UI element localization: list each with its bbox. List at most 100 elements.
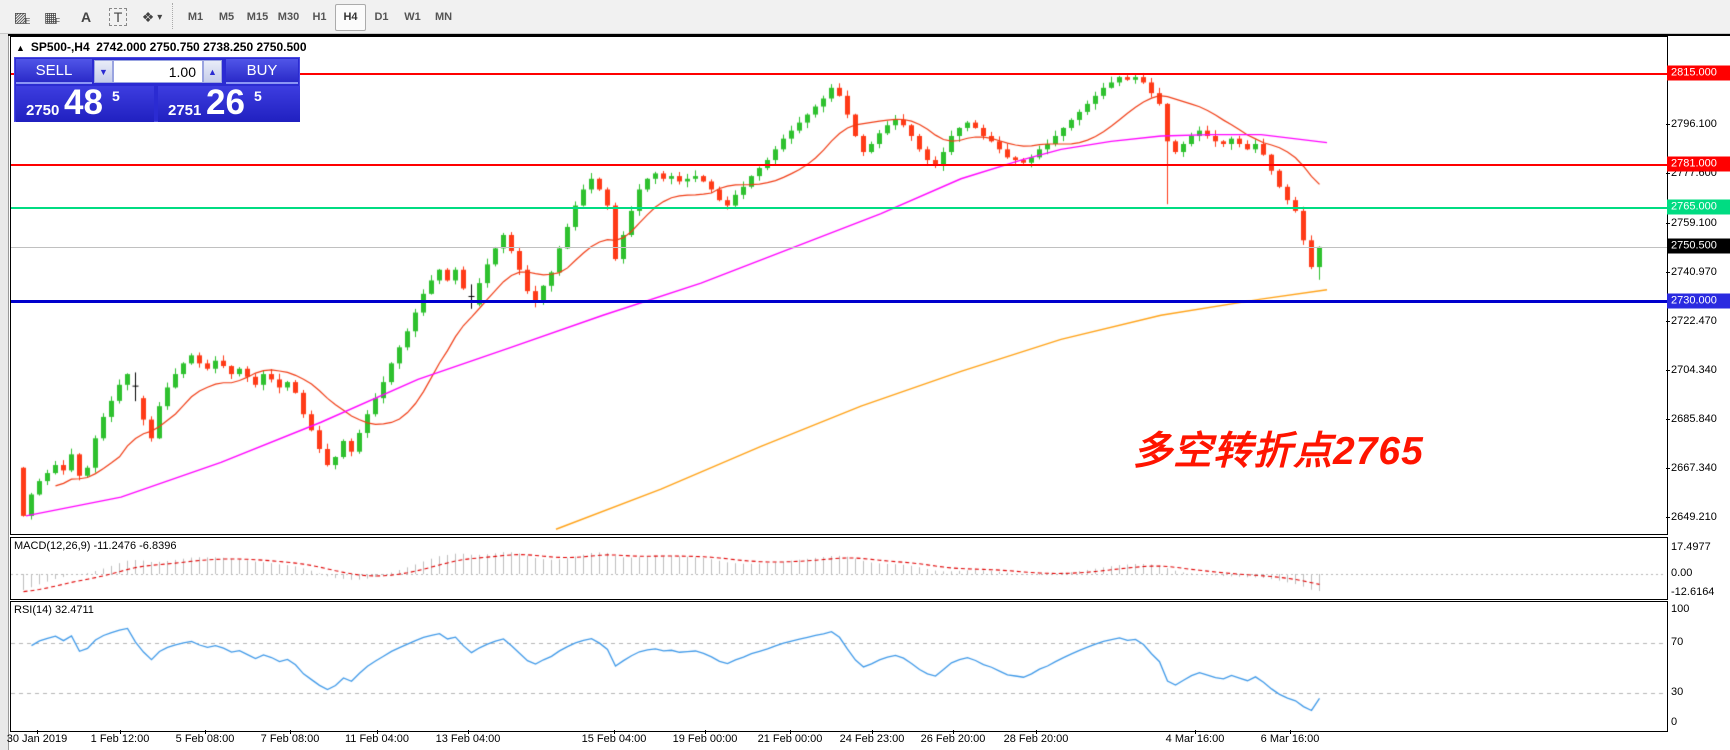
sell-price-big: 48 bbox=[64, 83, 103, 122]
equidistant-channel-icon[interactable]: ▨ E bbox=[13, 8, 31, 26]
date-label: 24 Feb 23:00 bbox=[839, 733, 905, 745]
toolbar-separator bbox=[172, 3, 174, 29]
price-tick-mark bbox=[1666, 222, 1670, 224]
date-tick-mark bbox=[953, 730, 954, 734]
date-tick-mark bbox=[872, 730, 873, 734]
price-tick-mark bbox=[1666, 419, 1670, 420]
date-tick-mark bbox=[290, 730, 291, 734]
sell-button[interactable]: SELL bbox=[16, 59, 92, 84]
price-badge-2815.000: 2815.000 bbox=[1667, 65, 1730, 81]
macd-panel bbox=[10, 537, 1668, 600]
date-label: 15 Feb 04:00 bbox=[581, 733, 647, 745]
date-tick-mark bbox=[614, 730, 615, 734]
price-tick-mark bbox=[1666, 517, 1670, 518]
timeframe-button-m30[interactable]: M30 bbox=[277, 11, 300, 23]
rsi-axis-label: 30 bbox=[1671, 686, 1684, 698]
level-line-support-2730[interactable] bbox=[11, 300, 1667, 304]
date-tick-mark bbox=[705, 730, 706, 734]
price-badge-2750.500: 2750.500 bbox=[1667, 238, 1730, 254]
price-tick-mark bbox=[1666, 124, 1670, 125]
price-tick-mark bbox=[1666, 320, 1670, 322]
macd-canvas[interactable] bbox=[11, 538, 1665, 597]
macd-axis-label: -12.6164 bbox=[1671, 585, 1715, 598]
buy-price-big: 26 bbox=[206, 83, 245, 122]
date-label: 30 Jan 2019 bbox=[6, 733, 68, 745]
ohlc-values: 2742.000 2750.750 2738.250 2750.500 bbox=[96, 40, 307, 54]
date-label: 11 Feb 04:00 bbox=[344, 733, 410, 745]
date-label: 28 Feb 20:00 bbox=[1003, 733, 1069, 745]
price-tick-label: 2704.340 bbox=[1671, 363, 1717, 376]
price-tick-mark bbox=[1666, 468, 1670, 470]
text-label-icon[interactable]: A bbox=[80, 9, 92, 25]
price-tick-label: 2759.100 bbox=[1671, 216, 1717, 229]
date-tick-mark bbox=[1290, 730, 1291, 734]
rsi-label: RSI(14) 32.4711 bbox=[14, 604, 94, 616]
price-badge-2765.000: 2765.000 bbox=[1667, 199, 1730, 215]
buy-price-base: 2751 bbox=[168, 102, 202, 119]
price-tick-mark bbox=[1666, 271, 1670, 273]
date-tick-mark bbox=[120, 730, 121, 734]
date-tick-mark bbox=[1036, 730, 1037, 734]
date-label: 6 Mar 16:00 bbox=[1260, 733, 1320, 745]
price-tick-mark bbox=[1666, 369, 1670, 371]
buy-price-display[interactable]: 2751 26 5 bbox=[158, 83, 300, 122]
chart-annotation-text: 多空转折点2765 bbox=[1133, 430, 1424, 473]
date-tick-mark bbox=[377, 730, 378, 734]
sell-price-sup: 5 bbox=[112, 88, 120, 104]
arrows-objects-icon[interactable]: ❖ ▾ bbox=[141, 8, 163, 25]
collapse-triangle-icon[interactable]: ▲ bbox=[16, 43, 25, 53]
price-tick-label: 2722.470 bbox=[1671, 314, 1717, 327]
rsi-axis-label: 100 bbox=[1671, 603, 1690, 615]
date-label: 5 Feb 08:00 bbox=[175, 733, 235, 745]
buy-button[interactable]: BUY bbox=[226, 59, 298, 84]
level-line-resistance-2781[interactable] bbox=[11, 164, 1667, 167]
timeframe-button-m15[interactable]: M15 bbox=[246, 11, 269, 23]
macd-axis-label: 17.4977 bbox=[1671, 540, 1711, 553]
volume-input[interactable] bbox=[113, 60, 203, 83]
timeframe-button-m5[interactable]: M5 bbox=[218, 11, 235, 23]
price-tick-label: 2740.970 bbox=[1671, 265, 1717, 278]
date-label: 21 Feb 00:00 bbox=[757, 733, 823, 745]
rsi-panel bbox=[10, 601, 1668, 732]
date-tick-mark bbox=[468, 730, 469, 734]
text-box-icon[interactable]: T bbox=[104, 4, 132, 30]
price-tick-label: 2667.340 bbox=[1671, 462, 1717, 475]
price-tick-label: 2649.210 bbox=[1671, 511, 1717, 523]
timeframe-button-d1[interactable]: D1 bbox=[374, 11, 389, 23]
level-line-resistance-2815[interactable] bbox=[11, 73, 1667, 76]
level-line-pivot-2765[interactable] bbox=[11, 207, 1667, 210]
fibonacci-grid-icon[interactable]: ▦ F bbox=[43, 8, 61, 26]
chart-window-top-border bbox=[8, 34, 1730, 36]
timeframe-button-mn[interactable]: MN bbox=[434, 11, 453, 23]
date-tick-mark bbox=[37, 730, 38, 734]
volume-decrease-button[interactable]: ▼ bbox=[94, 60, 113, 83]
toolbar: ▨ E ▦ F A T ❖ ▾ M1 M5 M15 M30 H1 H4 D1 W1 MN bbox=[0, 0, 1730, 34]
dropdown-caret-icon: ▾ bbox=[157, 11, 163, 23]
timeframe-button-h1[interactable]: H1 bbox=[312, 11, 327, 23]
chart-title: ▲ SP500-,H4 2742.000 2750.750 2738.250 27… bbox=[16, 40, 307, 54]
date-tick-mark bbox=[790, 730, 791, 734]
level-line-current-price[interactable] bbox=[11, 246, 1667, 248]
price-badge-2781.000: 2781.000 bbox=[1667, 156, 1730, 172]
sell-price-base: 2750 bbox=[26, 102, 60, 119]
price-tick-label: 2685.840 bbox=[1671, 413, 1717, 425]
timeframe-button-w1[interactable]: W1 bbox=[404, 11, 421, 23]
symbol-period: SP500-,H4 bbox=[30, 40, 90, 54]
date-label: 13 Feb 04:00 bbox=[435, 733, 501, 745]
price-badge-2730.000: 2730.000 bbox=[1667, 293, 1730, 309]
price-tick-label: 2796.100 bbox=[1671, 118, 1717, 130]
one-click-trade-panel: SELL ▼ ▲ BUY 2750 48 5 2751 26 5 bbox=[14, 57, 300, 122]
left-window-edge bbox=[0, 34, 9, 750]
date-label: 1 Feb 12:00 bbox=[90, 733, 150, 745]
rsi-canvas[interactable] bbox=[11, 602, 1665, 729]
timeframe-button-h4[interactable]: H4 bbox=[335, 4, 366, 31]
price-tick-mark bbox=[1666, 173, 1670, 175]
date-label: 26 Feb 20:00 bbox=[920, 733, 986, 745]
macd-label: MACD(12,26,9) -11.2476 -6.8396 bbox=[14, 540, 177, 552]
buy-price-sup: 5 bbox=[254, 88, 262, 104]
volume-increase-button[interactable]: ▲ bbox=[203, 60, 222, 83]
sell-price-display[interactable]: 2750 48 5 bbox=[16, 83, 154, 122]
rsi-axis-label: 0 bbox=[1671, 716, 1678, 728]
timeframe-button-m1[interactable]: M1 bbox=[187, 11, 204, 23]
